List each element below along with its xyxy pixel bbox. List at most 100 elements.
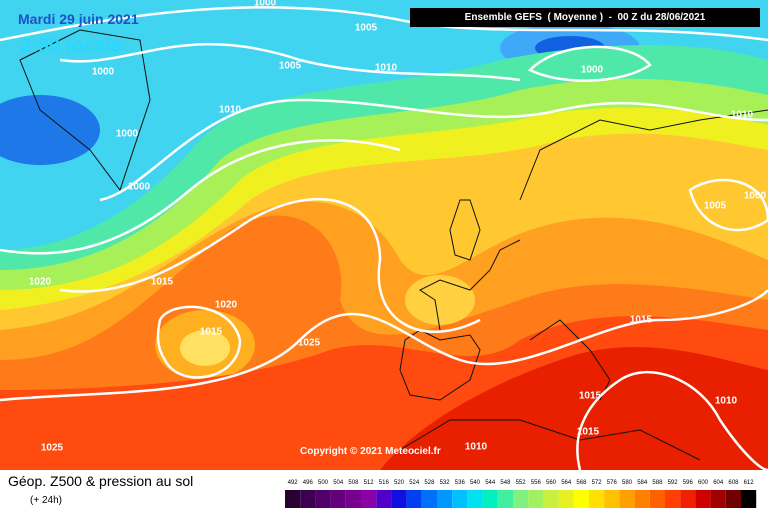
- isobar: [156, 305, 242, 379]
- scale-swatch: [573, 490, 589, 508]
- scale-swatch: [361, 490, 377, 508]
- legend-lead: (+ 24h): [30, 495, 62, 506]
- scale-swatch: [391, 490, 407, 508]
- scale-swatch: [437, 490, 453, 508]
- scale-label: 556: [531, 480, 542, 486]
- scale-label: 544: [485, 480, 496, 486]
- scale-label: 588: [652, 480, 663, 486]
- isobar-label: 1010: [375, 63, 398, 74]
- scale-label: 584: [637, 480, 648, 486]
- scale-swatch: [680, 490, 696, 508]
- scale-label: 528: [424, 480, 435, 486]
- scale-swatch: [710, 490, 726, 508]
- scale-swatch: [665, 490, 681, 508]
- isobar-label: 1015: [579, 391, 602, 402]
- isobar: [0, 6, 768, 42]
- scale-label: 572: [592, 480, 603, 486]
- scale-label: 496: [303, 480, 314, 486]
- model-title: Ensemble GEFS ( Moyenne ) - 00 Z du 28/0…: [410, 8, 760, 27]
- isobars: [0, 6, 768, 472]
- scale-swatch: [406, 490, 422, 508]
- scale-swatch: [604, 490, 620, 508]
- scale-swatch: [467, 490, 483, 508]
- isobar-label: 1005: [279, 61, 302, 72]
- field-high: [180, 330, 230, 366]
- scale-swatch: [741, 490, 757, 508]
- isobar-label: 1000: [254, 0, 277, 9]
- scale-label: 560: [546, 480, 557, 486]
- coastline: [519, 109, 768, 201]
- isobar-label: 1015: [151, 277, 174, 288]
- scale-swatch: [285, 490, 301, 508]
- copyright: Copyright © 2021 Meteociel.fr: [300, 446, 441, 457]
- scale-swatch: [421, 490, 437, 508]
- scale-swatch: [558, 490, 574, 508]
- scale-label: 500: [318, 480, 329, 486]
- isobar-label: 1015: [577, 427, 600, 438]
- isobar: [59, 198, 481, 333]
- scale-swatch: [619, 490, 635, 508]
- scale-swatch: [482, 490, 498, 508]
- scale-label: 580: [622, 480, 633, 486]
- scale-swatch: [315, 490, 331, 508]
- coastline: [529, 319, 611, 401]
- isobar-label: 1025: [41, 443, 64, 454]
- scale-label: 516: [379, 480, 390, 486]
- isobar-label: 1020: [215, 300, 238, 311]
- scale-label: 536: [455, 480, 466, 486]
- scale-label: 504: [333, 480, 344, 486]
- isobar: [576, 370, 768, 472]
- scale-swatch: [513, 490, 529, 508]
- scale-swatch: [345, 490, 361, 508]
- scale-swatch: [725, 490, 741, 508]
- scale-label: 576: [607, 480, 618, 486]
- coastline: [449, 199, 481, 261]
- scale-swatch: [300, 490, 316, 508]
- scale-label: 596: [683, 480, 694, 486]
- field-high: [405, 275, 475, 325]
- scale-label: 548: [500, 480, 511, 486]
- scale-label: 592: [668, 480, 679, 486]
- scale-swatch: [452, 490, 468, 508]
- isobar-label: 1010: [715, 396, 738, 407]
- legend-title: Géop. Z500 & pression au sol: [8, 473, 193, 489]
- scale-label: 492: [288, 480, 299, 486]
- isobar-label: 1000: [128, 182, 151, 193]
- isobar-label: 1015: [200, 327, 223, 338]
- isobar: [527, 45, 652, 82]
- coastlines: [19, 29, 768, 461]
- isobar-label: 1025: [298, 338, 321, 349]
- scale-label: 604: [713, 480, 724, 486]
- coastline: [399, 419, 701, 461]
- scale-swatch: [634, 490, 650, 508]
- isobar: [0, 139, 401, 255]
- local-time: 2:00 locale: [20, 35, 122, 57]
- date: Mardi 29 juin 2021: [18, 11, 139, 27]
- scale-swatch: [376, 490, 392, 508]
- isobar-label: 1000: [581, 65, 604, 76]
- coastline: [419, 239, 521, 331]
- scale-label: 612: [744, 480, 755, 486]
- scale-label: 568: [576, 480, 587, 486]
- scale-label: 608: [728, 480, 739, 486]
- scale-swatch: [497, 490, 513, 508]
- isobar-label: 1005: [704, 201, 727, 212]
- isobar-label: 1005: [355, 23, 378, 34]
- isobar-label: 1000: [92, 67, 115, 78]
- coastline: [19, 29, 151, 192]
- isobar-label: 1010: [219, 105, 242, 116]
- isobar-label: 1010: [731, 110, 754, 121]
- scale-label: 600: [698, 480, 709, 486]
- scale-label: 520: [394, 480, 405, 486]
- isobar: [99, 98, 768, 202]
- isobar-label: 1015: [630, 315, 653, 326]
- scale-swatch: [695, 490, 711, 508]
- scale-label: 512: [364, 480, 375, 486]
- isobar-label: 1000: [116, 129, 139, 140]
- isobar-label: 1020: [29, 277, 52, 288]
- scale-label: 552: [516, 480, 527, 486]
- scale-swatch: [528, 490, 544, 508]
- isobar: [0, 289, 768, 402]
- scale-swatch: [543, 490, 559, 508]
